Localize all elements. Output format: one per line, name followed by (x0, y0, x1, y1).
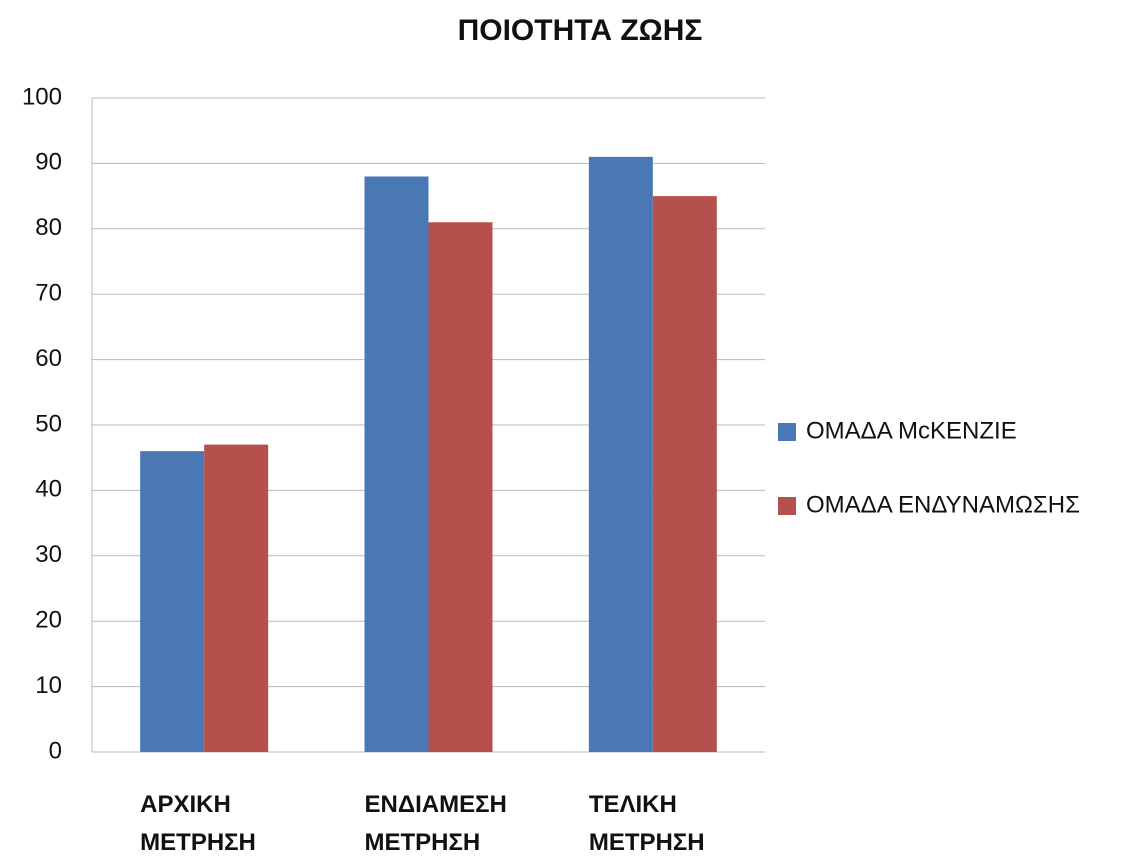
legend-label: ΟΜΑΔΑ ΕΝΔΥΝΑΜΩΣΗΣ (806, 491, 1080, 518)
legend-swatch (778, 423, 796, 441)
x-tick-label: ΕΝΔΙΑΜΕΣΗ ΜΕΤΡΗΣΗ (364, 791, 507, 856)
y-tick-label: 40 (35, 476, 62, 503)
legend-swatch (778, 497, 796, 515)
bar (652, 196, 717, 753)
y-tick-label: 10 (35, 672, 62, 699)
y-tick-label: 60 (35, 345, 62, 372)
bar (588, 156, 653, 753)
y-tick-label: 0 (49, 737, 62, 764)
x-tick-label: ΑΡΧΙΚΗ ΜΕΤΡΗΣΗ (140, 791, 256, 856)
x-tick-label: ΤΕΛΙΚΗ ΜΕΤΡΗΣΗ (588, 791, 705, 856)
y-tick-label: 100 (22, 83, 62, 110)
bar (364, 176, 429, 753)
bar (140, 451, 205, 752)
y-tick-label: 20 (35, 607, 62, 634)
bar (204, 444, 269, 752)
legend-label: ΟΜΑΔΑ McKENZIE (806, 417, 1017, 444)
y-tick-label: 90 (35, 149, 62, 176)
y-tick-label: 70 (35, 280, 62, 307)
bar (428, 222, 493, 752)
chart-title: ΠΟΙΟΤΗΤΑ ΖΩΗΣ (458, 14, 703, 47)
y-tick-label: 50 (35, 410, 62, 437)
y-tick-label: 30 (35, 541, 62, 568)
y-tick-label: 80 (35, 214, 62, 241)
